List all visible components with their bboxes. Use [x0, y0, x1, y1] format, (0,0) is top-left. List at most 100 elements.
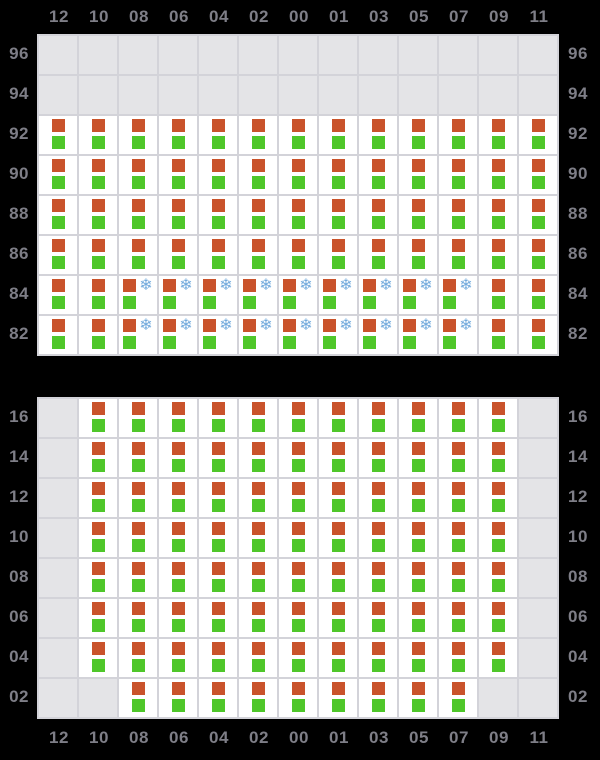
grid-cell[interactable]: [359, 679, 397, 717]
grid-cell[interactable]: [199, 196, 237, 234]
grid-cell[interactable]: [359, 156, 397, 194]
grid-cell[interactable]: [399, 519, 437, 557]
grid-cell[interactable]: [79, 599, 117, 637]
grid-cell[interactable]: [79, 116, 117, 154]
grid-cell[interactable]: [39, 276, 77, 314]
grid-cell[interactable]: [119, 196, 157, 234]
grid-cell[interactable]: [399, 116, 437, 154]
grid-cell[interactable]: [199, 439, 237, 477]
grid-cell[interactable]: [479, 639, 517, 677]
grid-cell[interactable]: [199, 679, 237, 717]
grid-cell[interactable]: [439, 639, 477, 677]
grid-cell[interactable]: [439, 679, 477, 717]
grid-cell[interactable]: [159, 236, 197, 274]
grid-cell[interactable]: [319, 479, 357, 517]
grid-cell[interactable]: [319, 679, 357, 717]
grid-cell[interactable]: [39, 196, 77, 234]
grid-cell[interactable]: [359, 639, 397, 677]
grid-cell[interactable]: [39, 116, 77, 154]
grid-cell[interactable]: [239, 236, 277, 274]
grid-cell[interactable]: [359, 399, 397, 437]
grid-cell[interactable]: [319, 599, 357, 637]
grid-cell[interactable]: [159, 156, 197, 194]
grid-cell[interactable]: [239, 639, 277, 677]
grid-cell[interactable]: [319, 519, 357, 557]
grid-cell[interactable]: ❄: [359, 276, 397, 314]
grid-cell[interactable]: [359, 116, 397, 154]
grid-cell[interactable]: [479, 399, 517, 437]
grid-cell[interactable]: [439, 399, 477, 437]
grid-cell[interactable]: ❄: [199, 276, 237, 314]
grid-cell[interactable]: [199, 599, 237, 637]
grid-cell[interactable]: [439, 519, 477, 557]
grid-cell[interactable]: [399, 599, 437, 637]
grid-cell[interactable]: [319, 639, 357, 677]
grid-cell[interactable]: [279, 439, 317, 477]
grid-cell[interactable]: [399, 679, 437, 717]
grid-cell[interactable]: [319, 236, 357, 274]
grid-cell[interactable]: [439, 439, 477, 477]
grid-cell[interactable]: [119, 599, 157, 637]
grid-cell[interactable]: [479, 196, 517, 234]
grid-cell[interactable]: [39, 236, 77, 274]
grid-cell[interactable]: [439, 599, 477, 637]
grid-cell[interactable]: [79, 639, 117, 677]
grid-cell[interactable]: [159, 639, 197, 677]
grid-cell[interactable]: [199, 156, 237, 194]
grid-cell[interactable]: [279, 116, 317, 154]
grid-cell[interactable]: ❄: [319, 316, 357, 354]
grid-cell[interactable]: [359, 559, 397, 597]
grid-cell[interactable]: [119, 679, 157, 717]
grid-cell[interactable]: [159, 439, 197, 477]
grid-cell[interactable]: ❄: [439, 316, 477, 354]
grid-cell[interactable]: [159, 399, 197, 437]
grid-cell[interactable]: [199, 479, 237, 517]
grid-cell[interactable]: [79, 399, 117, 437]
grid-cell[interactable]: [239, 439, 277, 477]
grid-cell[interactable]: [399, 196, 437, 234]
grid-cell[interactable]: [479, 439, 517, 477]
grid-cell[interactable]: [359, 519, 397, 557]
grid-cell[interactable]: [239, 679, 277, 717]
grid-cell[interactable]: [199, 116, 237, 154]
grid-cell[interactable]: [279, 236, 317, 274]
grid-cell[interactable]: [239, 559, 277, 597]
grid-cell[interactable]: ❄: [399, 276, 437, 314]
grid-cell[interactable]: [199, 519, 237, 557]
grid-cell[interactable]: ❄: [119, 276, 157, 314]
grid-cell[interactable]: [279, 399, 317, 437]
grid-cell[interactable]: [79, 236, 117, 274]
grid-cell[interactable]: [519, 196, 557, 234]
grid-cell[interactable]: [319, 559, 357, 597]
grid-cell[interactable]: [79, 479, 117, 517]
grid-cell[interactable]: [439, 116, 477, 154]
grid-cell[interactable]: [399, 156, 437, 194]
grid-cell[interactable]: [239, 196, 277, 234]
grid-cell[interactable]: [399, 236, 437, 274]
grid-cell[interactable]: [279, 559, 317, 597]
grid-cell[interactable]: [279, 679, 317, 717]
grid-cell[interactable]: [79, 276, 117, 314]
grid-cell[interactable]: [519, 156, 557, 194]
grid-cell[interactable]: [359, 236, 397, 274]
grid-cell[interactable]: [159, 196, 197, 234]
grid-cell[interactable]: [119, 439, 157, 477]
grid-cell[interactable]: [79, 316, 117, 354]
grid-cell[interactable]: [439, 236, 477, 274]
grid-cell[interactable]: [239, 479, 277, 517]
grid-cell[interactable]: [479, 559, 517, 597]
grid-cell[interactable]: [119, 236, 157, 274]
grid-cell[interactable]: ❄: [439, 276, 477, 314]
grid-cell[interactable]: [479, 519, 517, 557]
grid-cell[interactable]: [359, 479, 397, 517]
grid-cell[interactable]: [279, 599, 317, 637]
grid-cell[interactable]: ❄: [199, 316, 237, 354]
grid-cell[interactable]: [79, 196, 117, 234]
grid-cell[interactable]: [319, 196, 357, 234]
grid-cell[interactable]: [159, 599, 197, 637]
grid-cell[interactable]: [479, 479, 517, 517]
grid-cell[interactable]: [279, 479, 317, 517]
grid-cell[interactable]: [399, 559, 437, 597]
grid-cell[interactable]: [279, 519, 317, 557]
grid-cell[interactable]: [479, 116, 517, 154]
